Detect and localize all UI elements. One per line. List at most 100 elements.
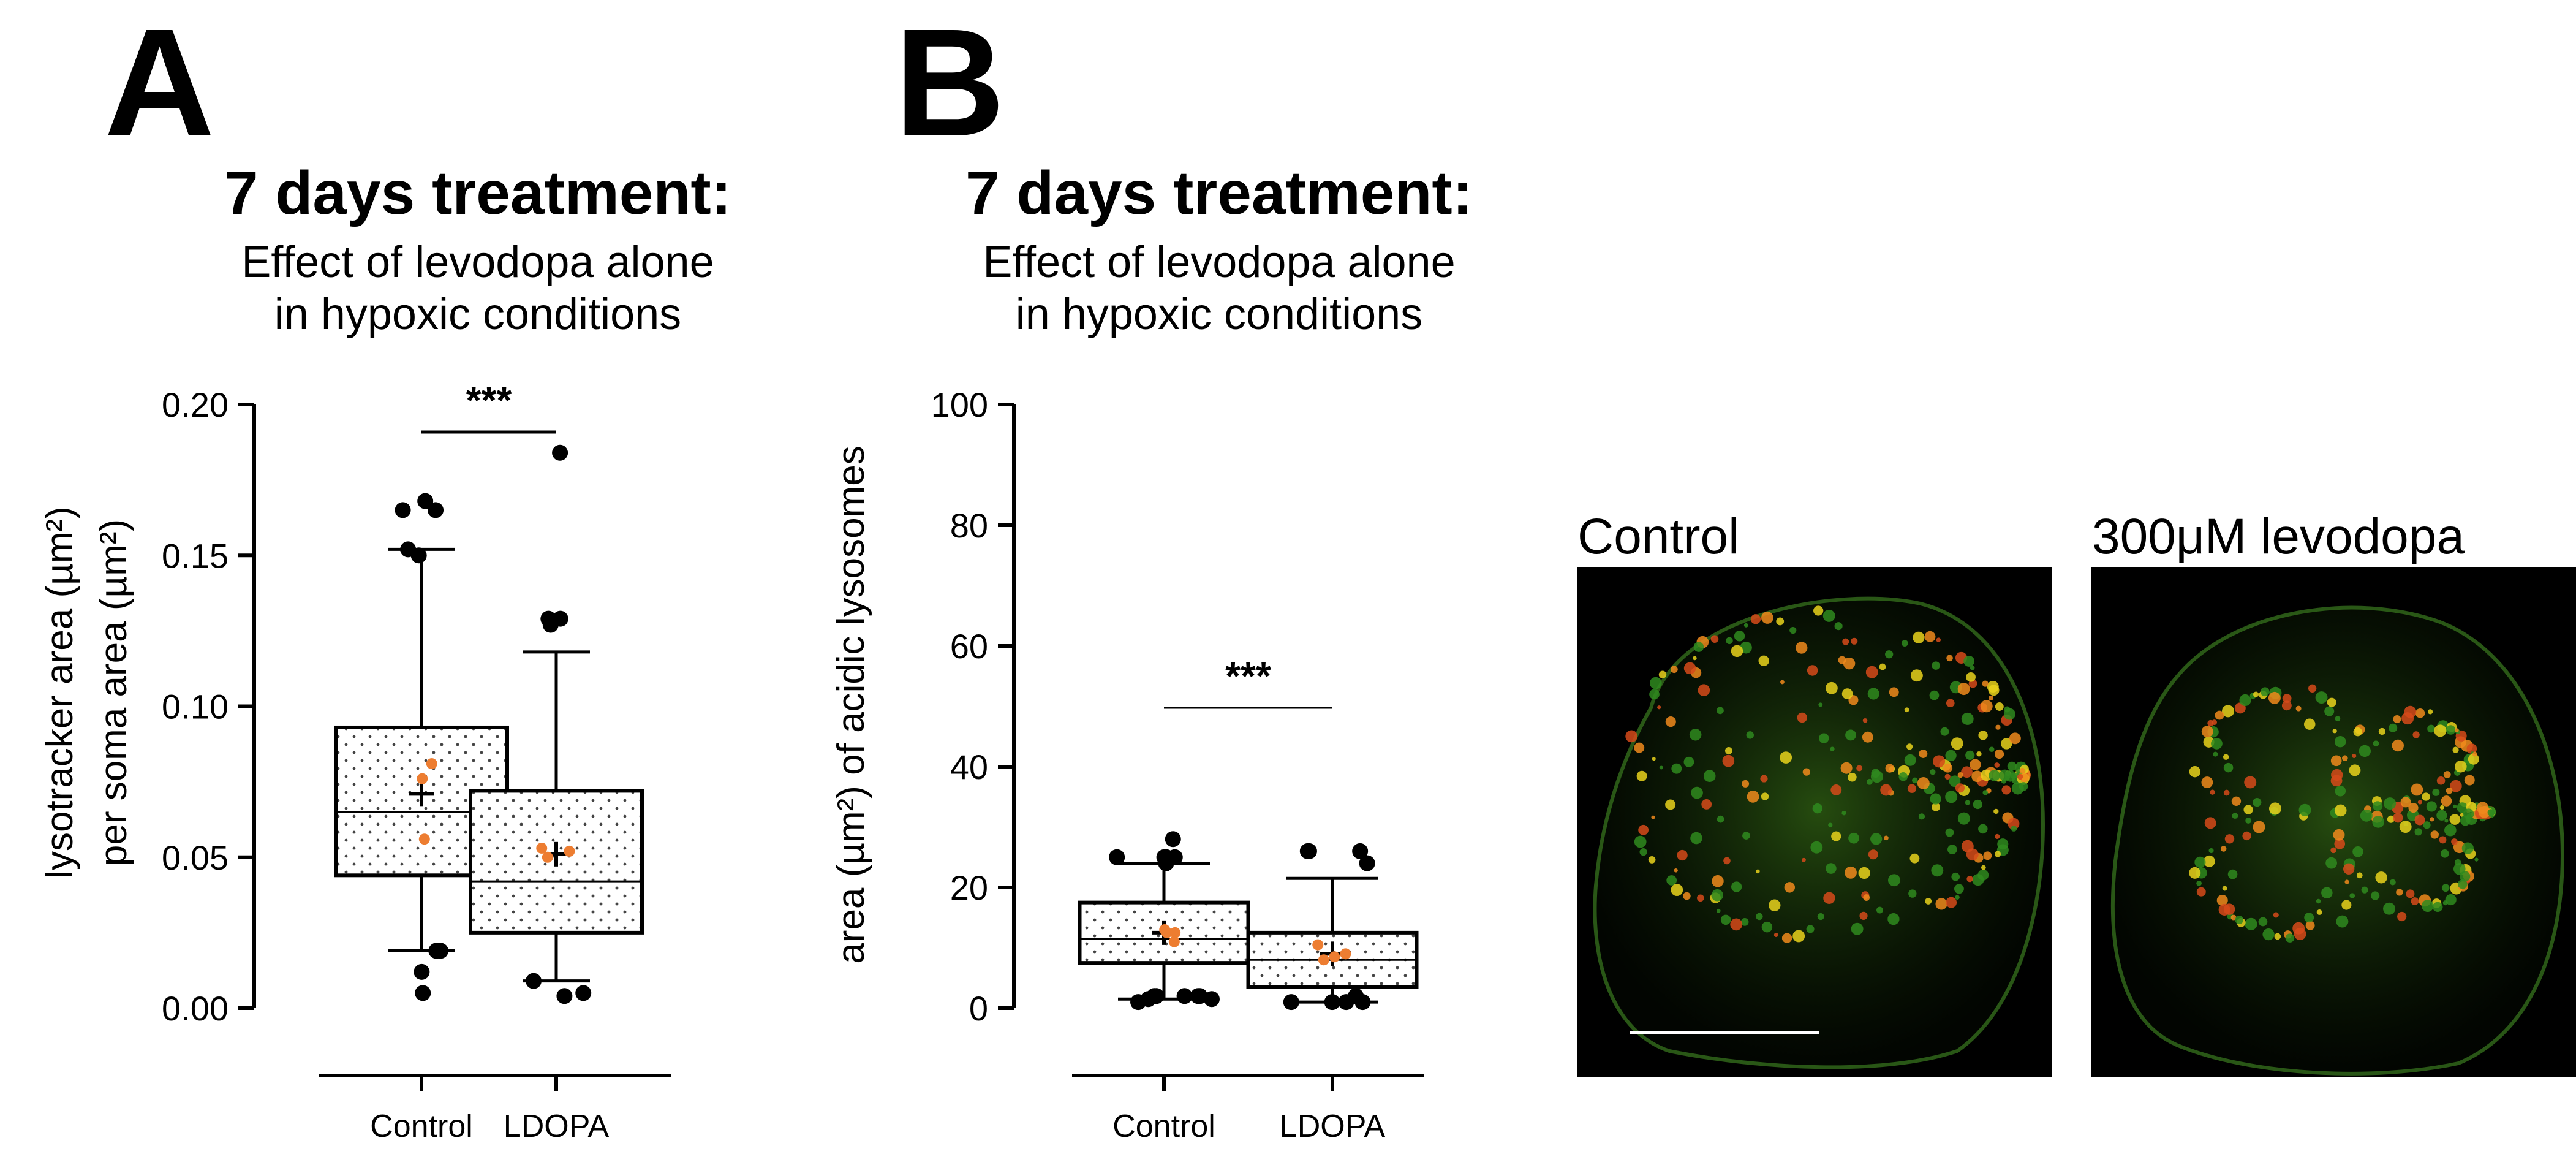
b-replicate-point <box>1318 954 1329 966</box>
lysosome-puncta <box>1817 913 1824 921</box>
chart-a: 0.00 0.05 0.10 0.15 0.20 Control LDOPA *** lysot… <box>39 378 671 1144</box>
lysosome-puncta <box>2487 809 2495 816</box>
lysosome-puncta <box>1995 724 2001 730</box>
lysosome-puncta <box>1957 683 1970 696</box>
lysosome-puncta <box>1995 702 2004 711</box>
lysosome-puncta <box>2441 884 2450 892</box>
lysosome-puncta <box>1683 892 1691 900</box>
lysosome-puncta <box>2449 814 2461 825</box>
lysosome-puncta <box>1666 875 1677 886</box>
lysosome-puncta <box>1806 925 1815 933</box>
lysosome-puncta <box>1743 623 1748 628</box>
lysosome-puncta <box>1989 696 1993 700</box>
lysosome-puncta <box>1845 866 1857 879</box>
lysosome-puncta <box>1945 828 1954 837</box>
lysosome-puncta <box>1796 642 1808 654</box>
panel-letter-b: B <box>894 0 1005 168</box>
b-outlier-point <box>1166 849 1183 865</box>
lysosome-puncta <box>1797 712 1807 723</box>
lysosome-puncta <box>2341 900 2352 910</box>
lysosome-puncta <box>2222 886 2227 891</box>
lysosome-puncta <box>1965 800 1970 805</box>
lysosome-puncta <box>1665 716 1676 727</box>
lysosome-puncta <box>2452 804 2457 809</box>
lysosome-puncta <box>2375 871 2387 884</box>
lysosome-puncta <box>2244 776 2257 789</box>
lysosome-puncta <box>2400 797 2411 808</box>
lysosome-puncta <box>2415 708 2425 718</box>
lysosome-puncta <box>1970 759 1981 770</box>
lysosome-puncta <box>1885 650 1894 659</box>
b-y-tick-label: 0 <box>969 989 988 1028</box>
lysosome-puncta <box>1756 913 1763 921</box>
lysosome-puncta <box>2444 824 2457 837</box>
a-y-tick-label: 0.10 <box>162 688 229 726</box>
lysosome-puncta <box>1989 770 2000 781</box>
a-outlier-point <box>400 541 417 558</box>
lysosome-puncta <box>2421 900 2434 912</box>
lysosome-puncta <box>2207 719 2214 727</box>
a-replicate-point <box>418 833 430 845</box>
lysosome-puncta <box>1977 869 1989 881</box>
lysosome-puncta <box>1913 631 1925 644</box>
lysosome-puncta <box>2303 718 2316 731</box>
lysosome-puncta <box>1740 641 1752 654</box>
lysosome-puncta <box>1822 609 1835 622</box>
a-outlier-point <box>414 963 430 980</box>
lysosome-puncta <box>2315 691 2328 704</box>
lysosome-puncta <box>2204 817 2216 829</box>
lysosome-puncta <box>2335 716 2341 721</box>
lysosome-puncta <box>2389 723 2398 732</box>
lysosome-puncta <box>2203 855 2215 867</box>
lysosome-puncta <box>2281 700 2292 711</box>
lysosome-puncta <box>1761 921 1773 933</box>
lysosome-puncta <box>1908 889 1917 898</box>
lysosome-puncta <box>2455 760 2467 773</box>
lysosome-puncta <box>1638 824 1649 835</box>
lysosome-puncta <box>1965 750 1975 760</box>
panel-letter-a: A <box>104 0 215 168</box>
lysosome-puncta <box>2258 917 2268 927</box>
lysosome-puncta <box>2245 917 2257 930</box>
a-outlier-point <box>428 502 444 518</box>
lysosome-puncta <box>1746 731 1754 739</box>
lysosome-puncta <box>1717 707 1724 715</box>
lysosome-puncta <box>1989 746 1995 753</box>
lysosome-puncta <box>2211 738 2223 750</box>
lysosome-puncta <box>2450 780 2462 792</box>
lysosome-puncta <box>2460 813 2465 817</box>
lysosome-puncta <box>1957 812 1970 825</box>
a-y-axis-label: lysotracker area (µm²) per soma area (µm²… <box>39 506 135 879</box>
a-outlier-point <box>417 493 434 509</box>
lysosome-puncta <box>2216 894 2228 906</box>
b-y-tick-label: 20 <box>950 868 988 907</box>
lysosome-puncta <box>2353 727 2362 737</box>
lysosome-puncta <box>1917 777 1930 790</box>
lysosome-puncta <box>2268 691 2281 704</box>
lysosome-puncta <box>2223 903 2235 915</box>
a-outlier-point <box>552 444 568 461</box>
lysosome-puncta <box>1649 677 1662 689</box>
lysosome-puncta <box>1946 897 1957 908</box>
lysosome-puncta <box>1636 770 1647 781</box>
lysosome-puncta <box>1901 640 1908 647</box>
lysosome-puncta <box>1693 642 1704 652</box>
a-replicate-point <box>542 851 553 863</box>
lysosome-puncta <box>1957 772 1963 778</box>
lysosome-puncta <box>1970 665 1975 670</box>
lysosome-puncta <box>1966 848 1979 861</box>
lysosome-puncta <box>2436 810 2447 821</box>
lysosome-puncta <box>2434 724 2447 737</box>
lysosome-puncta <box>1625 730 1637 743</box>
lysosome-puncta <box>2378 727 2385 735</box>
lysosome-puncta <box>1671 666 1678 674</box>
lysosome-puncta <box>1848 773 1857 782</box>
lysosome-puncta <box>2324 706 2335 716</box>
lysosome-puncta <box>1758 655 1769 666</box>
lysosome-puncta <box>1776 617 1785 626</box>
lysosome-puncta <box>2411 897 2419 905</box>
a-y-tick-label: 0.20 <box>162 385 229 424</box>
lysosome-puncta <box>1760 775 1768 783</box>
lysosome-puncta <box>2308 684 2317 693</box>
lysosome-puncta <box>2239 694 2251 707</box>
